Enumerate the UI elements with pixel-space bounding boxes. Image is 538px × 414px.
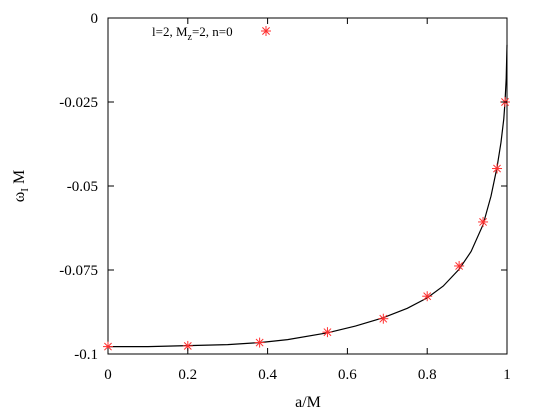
plot-frame — [107, 17, 508, 355]
legend-label: l=2, Mz=2, n=0 — [152, 24, 233, 43]
x-tick-label: 0 — [104, 367, 112, 383]
x-tick-label: 0.8 — [418, 367, 437, 383]
data-point — [254, 337, 265, 348]
fit-curve — [108, 44, 508, 348]
x-tick-label: 0.6 — [338, 367, 357, 383]
legend-marker-asterisk — [261, 26, 271, 36]
x-axis-label: a/M — [295, 394, 321, 411]
y-tick-label: -0.1 — [74, 347, 98, 363]
data-point — [478, 216, 489, 227]
legend-label-part-a: l=2, M — [152, 24, 188, 39]
data-point — [378, 313, 389, 324]
legend: l=2, Mz=2, n=0 — [152, 24, 271, 43]
data-point — [492, 163, 503, 174]
y-axis-label-main: ω — [11, 192, 28, 203]
y-tick-label: 0 — [91, 11, 99, 27]
curve-layer — [108, 44, 508, 348]
legend-marker-symbol — [261, 26, 271, 36]
y-tick-label: -0.05 — [67, 179, 98, 195]
x-tick-label: 0.4 — [258, 367, 277, 383]
y-tick-label: -0.075 — [59, 263, 98, 279]
legend-label-sub: z — [188, 32, 193, 43]
tick-layer: 0 0.2 0.4 0.6 0.8 1 0 -0.025 -0.05 -0.075 -0.1 — [59, 11, 511, 383]
y-tick-label: -0.025 — [59, 95, 98, 111]
y-axis-label-sub: I — [19, 188, 31, 192]
legend-label-part-b: =2, n=0 — [192, 24, 233, 39]
data-point — [454, 260, 465, 271]
points-layer — [103, 97, 511, 352]
y-axis-label: ωI M — [11, 170, 31, 202]
data-point — [322, 327, 333, 338]
x-tick-label: 1 — [503, 367, 511, 383]
x-tick-label: 0.2 — [178, 367, 197, 383]
y-axis-label-tail: M — [11, 170, 28, 188]
axes-layer — [107, 17, 508, 355]
data-point — [422, 291, 433, 302]
